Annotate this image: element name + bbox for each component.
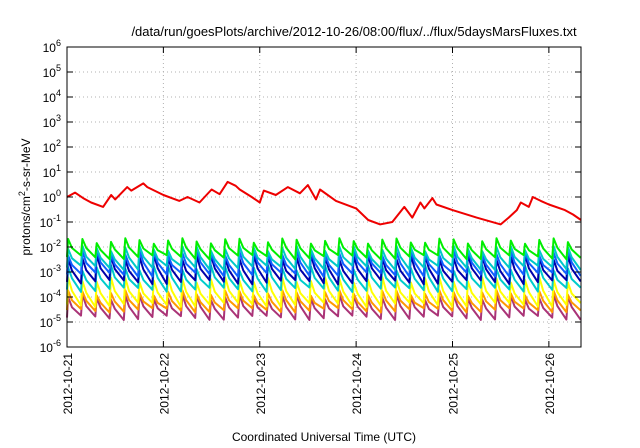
- x-tick-label: 2012-10-21: [61, 353, 75, 415]
- series-line: [66, 293, 582, 321]
- series-layer: [66, 180, 582, 321]
- x-axis-label: Coordinated Universal Time (UTC): [232, 430, 416, 444]
- series-line: [66, 237, 582, 261]
- y-tick-label: 10-5: [40, 313, 61, 330]
- y-tick-label: 105: [43, 63, 61, 80]
- y-tick-label: 100: [43, 188, 61, 205]
- y-tick-label: 106: [43, 38, 61, 55]
- y-tick-label: 104: [43, 88, 61, 105]
- x-tick-label: 2012-10-25: [447, 353, 461, 415]
- series-line: [66, 180, 582, 226]
- y-axis-label: protons/cm2-s-sr-MeV: [17, 138, 33, 255]
- series-line: [66, 276, 582, 308]
- y-tick-label: 102: [43, 138, 61, 155]
- x-tick-label: 2012-10-24: [350, 353, 364, 415]
- series-line: [66, 253, 582, 286]
- series-line: [66, 289, 582, 314]
- x-axis: 2012-10-21 2012-10-22 2012-10-23 2012-10-24…: [61, 47, 557, 414]
- y-tick-label: 10-1: [40, 213, 61, 230]
- series-line: [66, 264, 582, 293]
- y-tick-label: 10-4: [40, 288, 61, 305]
- series-line: [66, 244, 582, 271]
- y-axis: 10-6 10-5 10-4 10-3 10-2 10-1 100 101 102 103 104 1…: [40, 38, 581, 355]
- series-line: [66, 249, 582, 278]
- y-tick-label: 10-3: [40, 263, 61, 280]
- x-tick-label: 2012-10-22: [157, 353, 171, 415]
- y-tick-label: 10-6: [40, 338, 61, 355]
- x-tick-label: 2012-10-23: [254, 353, 268, 415]
- y-tick-label: 10-2: [40, 238, 61, 255]
- x-tick-label: 2012-10-26: [543, 353, 557, 415]
- y-tick-label: 103: [43, 113, 61, 130]
- y-tick-label: 101: [43, 163, 61, 180]
- chart-title: /data/run/goesPlots/archive/2012-10-26/0…: [131, 24, 577, 39]
